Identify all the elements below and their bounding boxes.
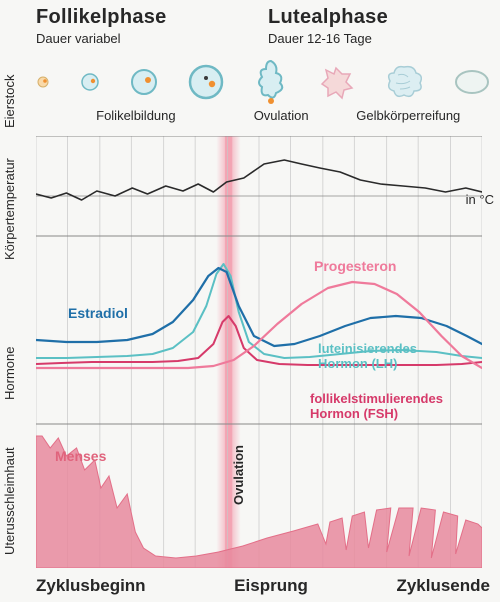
x-label-mid: Eisprung (234, 576, 308, 596)
x-axis-labels: Zyklusbeginn Eisprung Zyklusende (36, 576, 490, 596)
corpus-luteum-2-icon (384, 63, 424, 101)
ovulation-label: Ovulation (236, 108, 327, 123)
ovary-section-label: Eierstock (2, 75, 17, 128)
follicular-phase-title: Follikelphase (36, 6, 268, 29)
corpus-luteum-label: Gelbkörperreifung (327, 108, 490, 123)
lh-label: luteinisierendesHormon (LH) (318, 342, 417, 372)
follicle-stage-1-icon (36, 75, 50, 89)
corpus-luteum-1-icon (318, 64, 354, 100)
follicle-stage-3-icon (130, 68, 158, 96)
progesteron-label: Progesteron (314, 258, 396, 274)
menses-label: Menses (55, 448, 106, 464)
corpus-luteum-3-icon (454, 68, 490, 96)
ovulation-icon (254, 59, 288, 105)
x-label-end: Zyklusende (396, 576, 490, 596)
luteal-phase-title: Lutealphase (268, 6, 500, 29)
ovary-stage-labels: Folikelbildung Ovulation Gelbkörperreifu… (36, 108, 490, 123)
follicle-stage-2-icon (80, 72, 100, 92)
x-label-start: Zyklusbeginn (36, 576, 146, 596)
ovulation-vertical-label: Ovulation (231, 445, 246, 505)
estradiol-label: Estradiol (68, 305, 128, 321)
temperature-section-label: Körpertemperatur (2, 158, 17, 260)
ovary-stages-row (36, 58, 490, 106)
luteal-phase-subtitle: Dauer 12-16 Tage (268, 31, 500, 46)
fsh-label: follikelstimulierendesHormon (FSH) (310, 392, 443, 422)
follicular-phase-subtitle: Dauer variabel (36, 31, 268, 46)
uterus-section-label: Uterusschleimhaut (2, 447, 17, 555)
hormones-section-label: Hormone (2, 347, 17, 400)
follicle-formation-label: Folikelbildung (36, 108, 236, 123)
follicle-stage-4-icon (188, 64, 224, 100)
